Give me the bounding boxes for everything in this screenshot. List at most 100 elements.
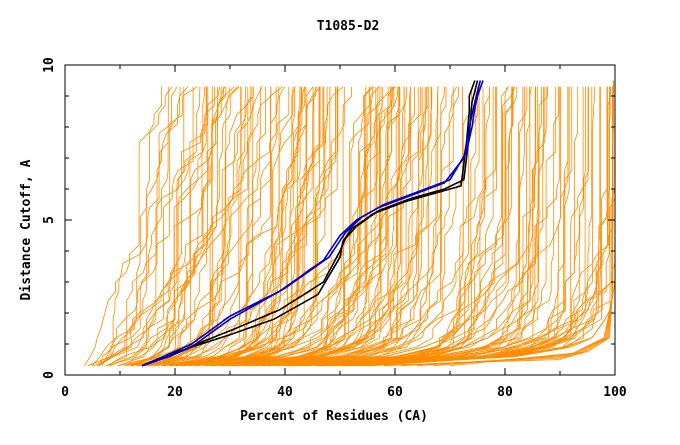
x-tick-label: 60 bbox=[387, 385, 403, 400]
model-curve bbox=[353, 86, 608, 367]
model-curve bbox=[228, 86, 401, 367]
model-curve bbox=[295, 86, 530, 367]
x-tick-label: 80 bbox=[497, 385, 513, 400]
model-curve bbox=[126, 86, 221, 366]
x-axis-label: Percent of Residues (CA) bbox=[240, 409, 428, 424]
model-curve bbox=[238, 86, 397, 367]
model-curve bbox=[257, 86, 429, 367]
model-curve bbox=[247, 86, 423, 367]
model-curve bbox=[272, 86, 496, 367]
model-curve bbox=[101, 86, 215, 366]
model-curve bbox=[367, 86, 610, 367]
model-curve bbox=[170, 86, 303, 367]
model-curve bbox=[278, 86, 463, 367]
model-curve bbox=[124, 86, 242, 367]
model-curve bbox=[182, 86, 321, 367]
x-tick-label: 20 bbox=[167, 385, 183, 400]
model-curve bbox=[223, 86, 419, 367]
model-curve bbox=[291, 86, 525, 367]
model-curve bbox=[93, 86, 194, 367]
model-curve bbox=[345, 86, 561, 367]
model-curve bbox=[233, 86, 412, 367]
model-curve bbox=[232, 86, 405, 367]
model-curve bbox=[221, 86, 391, 367]
y-tick-label: 10 bbox=[42, 57, 57, 73]
model-curve bbox=[148, 86, 254, 367]
model-curve bbox=[98, 86, 178, 367]
model-curve bbox=[332, 86, 559, 367]
x-tick-label: 0 bbox=[61, 385, 69, 400]
model-curve bbox=[197, 86, 338, 367]
model-curve bbox=[146, 86, 272, 367]
model-curve bbox=[265, 86, 458, 367]
model-curve bbox=[335, 86, 560, 367]
model-curve bbox=[303, 86, 510, 367]
model-curve bbox=[130, 86, 267, 367]
model-curve bbox=[226, 86, 432, 367]
model-curve bbox=[88, 86, 181, 367]
model-curve bbox=[309, 86, 508, 367]
y-tick-label: 5 bbox=[42, 216, 57, 224]
model-curve bbox=[320, 86, 544, 367]
model-curve bbox=[99, 86, 173, 366]
model-curve bbox=[268, 86, 473, 367]
model-curve bbox=[230, 86, 454, 367]
model-curve bbox=[294, 86, 528, 367]
model-curve bbox=[169, 86, 324, 367]
model-curve bbox=[129, 86, 277, 367]
model-curve bbox=[241, 86, 427, 367]
model-curve bbox=[98, 86, 207, 367]
model-curve bbox=[286, 86, 494, 367]
blue-model-line bbox=[141, 80, 482, 367]
model-curve bbox=[148, 86, 252, 367]
model-curve bbox=[205, 86, 383, 367]
model-curve bbox=[449, 80, 614, 367]
model-curve bbox=[330, 86, 548, 367]
model-curve bbox=[367, 86, 611, 367]
model-curve bbox=[106, 86, 219, 367]
model-curve bbox=[161, 86, 263, 367]
model-curve bbox=[91, 86, 169, 366]
model-curve bbox=[245, 86, 399, 367]
model-curve bbox=[336, 86, 586, 367]
model-curve bbox=[342, 86, 589, 367]
model-curve bbox=[235, 86, 411, 367]
model-curve bbox=[197, 86, 373, 367]
model-curve bbox=[195, 86, 325, 367]
model-curve bbox=[351, 86, 601, 367]
model-curve bbox=[252, 86, 477, 367]
model-curve bbox=[235, 86, 426, 367]
model-curve bbox=[156, 86, 272, 367]
model-curve bbox=[211, 86, 400, 367]
model-curve bbox=[305, 86, 518, 367]
model-curve bbox=[188, 86, 345, 367]
model-curve bbox=[323, 86, 569, 367]
model-curve bbox=[286, 86, 514, 367]
model-curve bbox=[183, 86, 339, 367]
model-curve bbox=[163, 86, 320, 367]
model-curve bbox=[226, 86, 389, 367]
model-curve bbox=[245, 86, 408, 367]
model-curve bbox=[299, 86, 497, 367]
model-curve bbox=[284, 86, 490, 367]
y-tick-label: 0 bbox=[42, 371, 57, 379]
model-curve bbox=[321, 86, 536, 367]
model-curve bbox=[96, 86, 185, 367]
model-curve bbox=[87, 86, 208, 367]
model-curve bbox=[317, 86, 557, 367]
model-curve bbox=[304, 86, 548, 367]
model-curve bbox=[262, 86, 446, 367]
model-curve bbox=[254, 86, 460, 367]
model-curve bbox=[315, 86, 532, 367]
model-curve bbox=[171, 86, 294, 367]
model-curve bbox=[105, 86, 198, 367]
chart-title: T1085-D2 bbox=[317, 19, 380, 34]
model-curve bbox=[188, 86, 331, 367]
model-curve bbox=[297, 86, 513, 367]
model-curve bbox=[174, 86, 306, 367]
model-curve bbox=[342, 86, 589, 367]
model-curve bbox=[137, 86, 242, 367]
model-curve bbox=[332, 86, 579, 367]
